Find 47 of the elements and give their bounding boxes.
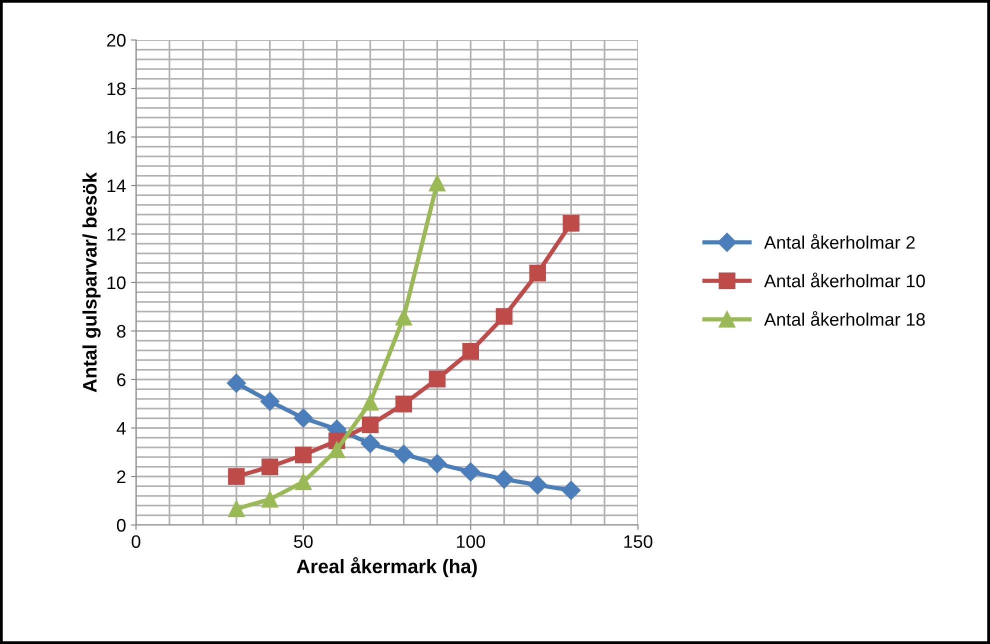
point: [294, 408, 313, 428]
y-tick-label: 6: [117, 373, 126, 386]
point: [428, 370, 446, 388]
point: [260, 392, 280, 411]
point: [562, 214, 580, 232]
y-tick-label: 16: [108, 130, 126, 144]
point: [362, 394, 379, 411]
point: [295, 446, 312, 464]
point: [395, 396, 412, 412]
point: [562, 480, 581, 500]
y-tick-label: 14: [108, 180, 126, 192]
y-tick-label: 20: [107, 34, 126, 47]
point: [262, 490, 278, 508]
legend-label: Antal åkerholmar 10: [764, 272, 925, 288]
y-tick-label: 0: [116, 518, 126, 532]
point: [328, 441, 346, 458]
x-tick-label: 0: [132, 535, 140, 548]
x-tick-label: 150: [624, 535, 652, 548]
point: [228, 500, 245, 518]
point: [494, 470, 514, 489]
x-tick-label: 100: [456, 535, 486, 548]
point: [394, 444, 414, 464]
point: [496, 308, 512, 325]
y-tick-label: 2: [117, 470, 126, 484]
y-axis-title: Antal gulsparvar/ besök: [82, 172, 101, 392]
point: [461, 462, 480, 482]
y-tick-label: 12: [108, 228, 126, 241]
y-tick-label: 10: [108, 276, 126, 290]
y-tick-label: 8: [117, 324, 126, 338]
point: [462, 343, 479, 360]
legend-label: Antal åkerholmar 2: [764, 234, 915, 249]
point: [362, 416, 379, 434]
x-tick-label: 50: [294, 535, 313, 548]
point: [528, 475, 548, 495]
x-axis-title: Areal åkermark (ha): [296, 557, 477, 578]
point: [360, 434, 380, 454]
point: [395, 308, 412, 326]
y-tick-label: 4: [116, 422, 126, 435]
point: [529, 264, 546, 282]
point: [428, 174, 446, 192]
point: [228, 468, 245, 485]
point: [428, 454, 447, 474]
legend-label: Antal åkerholmar 18: [764, 311, 925, 326]
point: [262, 458, 278, 476]
point: [226, 374, 246, 393]
y-tick-label: 18: [108, 82, 126, 96]
point: [295, 474, 312, 490]
